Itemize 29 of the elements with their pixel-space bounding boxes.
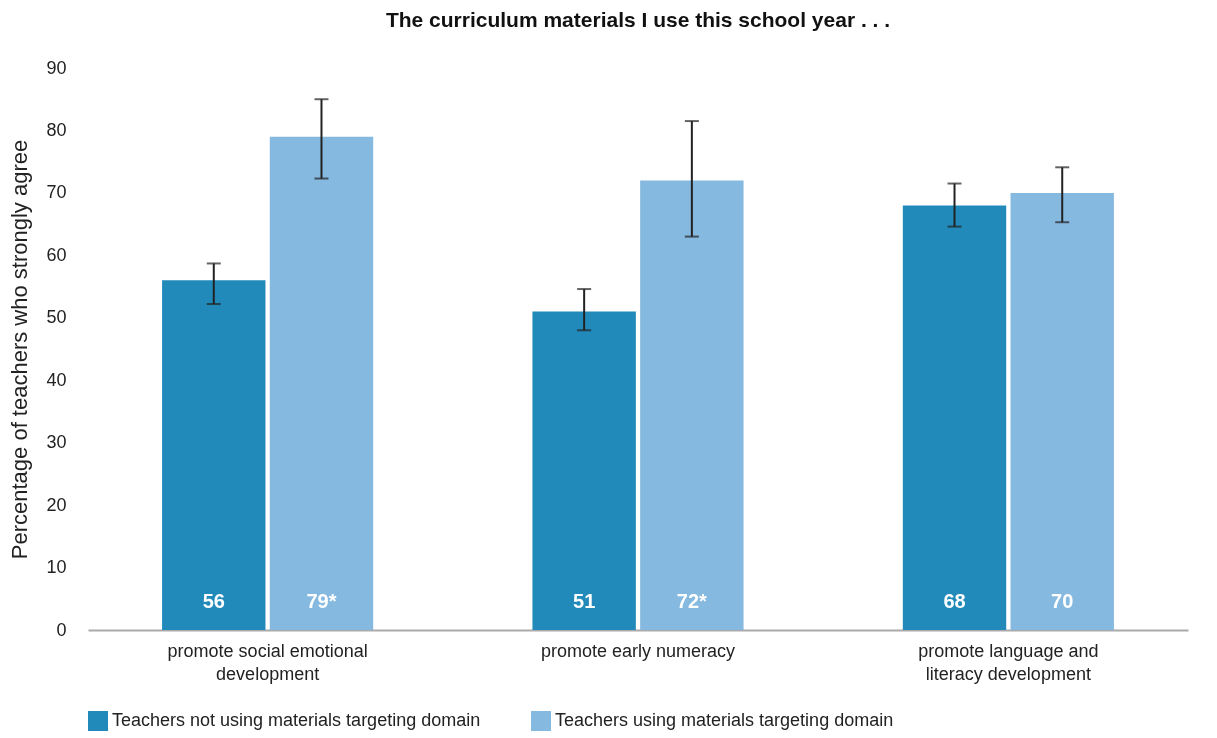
- x-tick-label: promote social emotional development: [167, 640, 368, 684]
- y-tick-label: 0: [56, 619, 67, 640]
- y-axis-title: Percentage of teachers who strongly agree: [7, 139, 33, 560]
- legend-label: Teachers using materials targeting domain: [555, 710, 894, 730]
- chart-title: The curriculum materials I use this school year . . .: [385, 8, 891, 31]
- y-tick-label: 30: [46, 432, 67, 453]
- y-tick-label: 50: [46, 307, 67, 328]
- y-tick-label: 10: [46, 557, 67, 578]
- data-label: 56: [202, 590, 225, 612]
- y-tick-label: 90: [46, 57, 67, 78]
- y-tick-label: 70: [46, 182, 67, 203]
- y-tick-label: 80: [46, 119, 67, 140]
- y-tick-label: 40: [46, 369, 67, 390]
- legend-label: Teachers not using materials targeting domain: [112, 710, 481, 730]
- data-label: 70: [1051, 590, 1074, 612]
- bar: [902, 205, 1007, 630]
- x-tick-label: promote early numeracy: [540, 640, 736, 661]
- y-tick-label: 60: [46, 244, 67, 265]
- bar: [532, 311, 636, 630]
- data-label: 68: [943, 590, 966, 612]
- bar: [1010, 192, 1114, 630]
- x-tick-label: promote language and literacy development: [918, 640, 1099, 684]
- bar: [269, 136, 374, 630]
- y-tick-label: 20: [46, 494, 67, 515]
- data-label: 51: [573, 590, 596, 612]
- bar: [162, 280, 266, 630]
- bar: [640, 180, 744, 630]
- data-label: 72*: [676, 590, 708, 612]
- data-label: 79*: [306, 590, 337, 612]
